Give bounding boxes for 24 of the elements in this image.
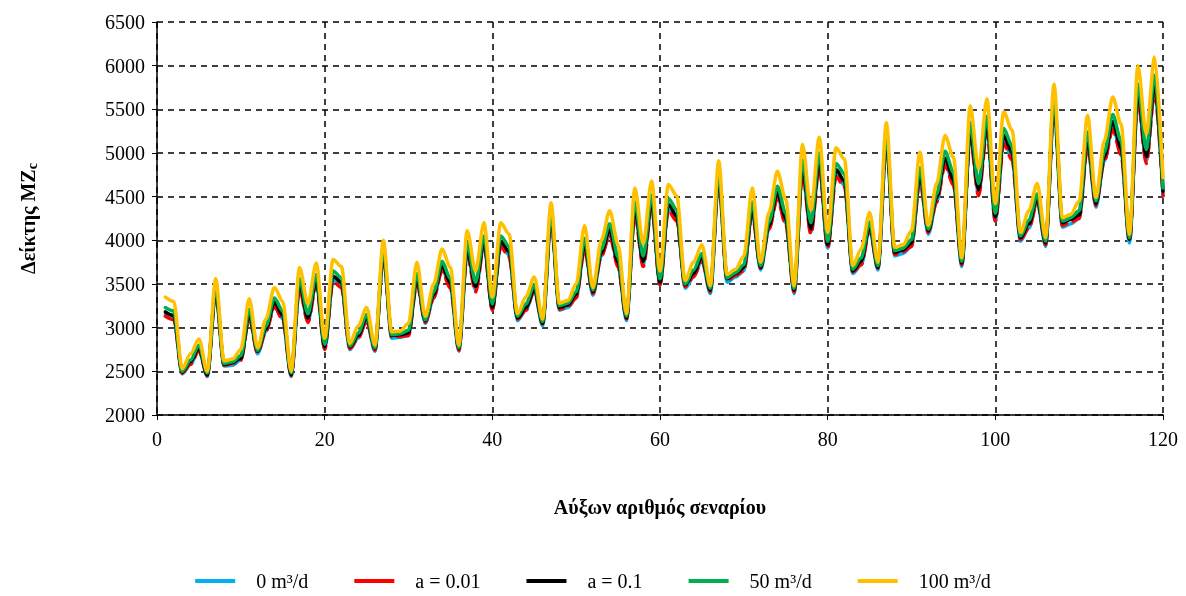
y-tick-label: 3500 [105, 273, 145, 295]
legend-label: 0 m³/d [256, 570, 309, 592]
y-tick-label: 2000 [105, 404, 145, 426]
x-tick-label: 40 [482, 428, 503, 450]
x-tick-label: 60 [650, 428, 670, 450]
x-tick-label: 0 [152, 428, 162, 450]
legend-label: a = 0.1 [587, 570, 643, 592]
x-axis-title: Αύξων αριθμός σεναρίου [553, 496, 767, 519]
y-tick-label: 4000 [105, 229, 145, 252]
y-tick-label: 5000 [105, 142, 145, 164]
y-tick-label: 5500 [105, 98, 145, 121]
y-tick-label: 2500 [105, 360, 145, 383]
y-tick-label: 3000 [105, 316, 145, 339]
x-tick-label: 120 [1148, 428, 1178, 450]
x-tick-label: 20 [314, 428, 335, 450]
legend-label: 100 m³/d [918, 570, 991, 592]
legend-label: 50 m³/d [749, 570, 812, 592]
x-tick-label: 100 [980, 428, 1011, 450]
legend-label: a = 0.01 [415, 570, 481, 592]
y-axis-title: Δείκτης MZc [17, 163, 40, 274]
y-tick-label: 6000 [105, 54, 145, 77]
y-tick-label: 4500 [105, 185, 145, 208]
y-tick-label: 6500 [105, 11, 145, 33]
x-tick-label: 80 [817, 428, 838, 450]
